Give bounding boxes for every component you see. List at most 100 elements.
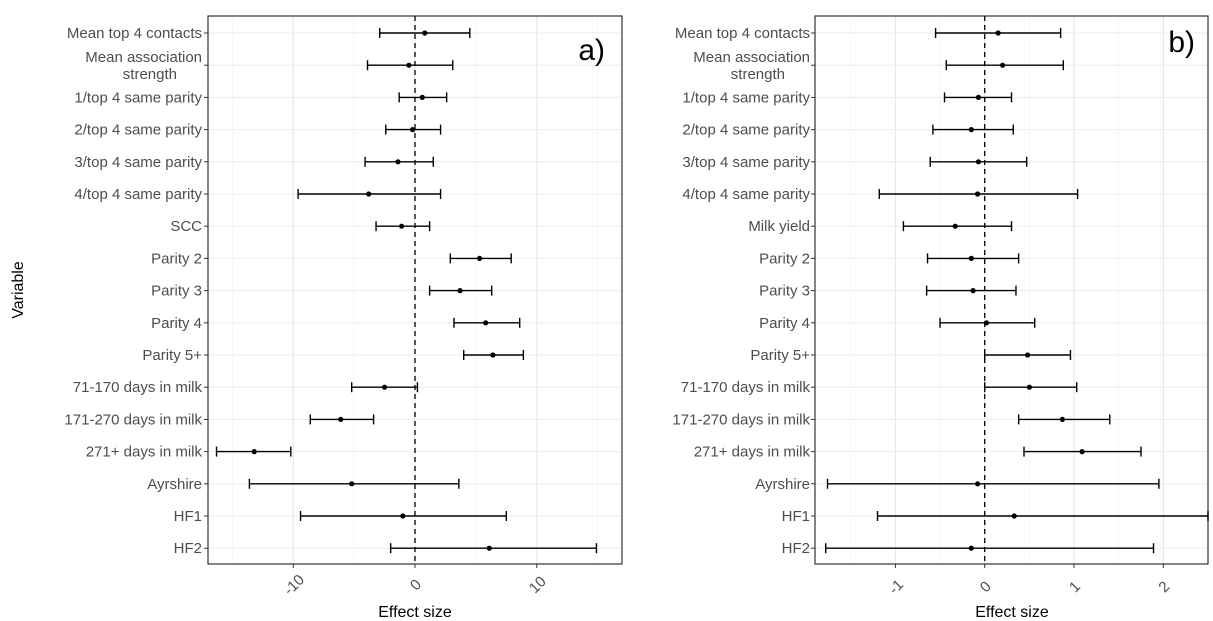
y-tick-label: 2/top 4 same parity — [74, 122, 202, 139]
x-axis-title: Effect size — [378, 604, 452, 621]
y-tick-label-line: Parity 2 — [151, 250, 202, 267]
x-tick-label: 1 — [1066, 578, 1084, 596]
panel-label: a) — [578, 34, 605, 67]
y-tick-label: 271+ days in milk — [694, 444, 811, 461]
y-tick-label-line: Parity 3 — [759, 283, 810, 300]
estimate-point — [422, 30, 428, 36]
y-axis-title: Variable — [10, 261, 27, 319]
estimate-point — [338, 416, 344, 422]
y-tick-label: Parity 4 — [759, 315, 810, 332]
y-tick-label-line: Parity 3 — [151, 283, 202, 300]
y-tick-label: 4/top 4 same parity — [682, 186, 810, 203]
y-tick-label: Mean association strength — [85, 49, 202, 83]
y-tick-label: Ayrshire — [755, 476, 810, 493]
y-tick-label-line: Parity 5+ — [750, 347, 810, 364]
estimate-point — [486, 545, 492, 551]
y-tick-label-line: 2/top 4 same parity — [682, 122, 810, 139]
y-tick-label-line: Parity 4 — [151, 315, 202, 332]
estimate-point — [975, 94, 982, 100]
y-tick-label: 71-170 days in milk — [73, 379, 203, 396]
y-tick-label: Parity 3 — [151, 283, 202, 300]
estimate-point — [399, 223, 405, 229]
y-tick-label-line: Mean association — [693, 49, 810, 66]
x-tick-label: 2 — [1155, 578, 1173, 596]
y-tick-label: HF1 — [782, 508, 810, 525]
x-tick-label: -10 — [281, 571, 308, 598]
estimate-point — [1079, 449, 1085, 455]
estimate-point — [974, 481, 981, 487]
y-tick-label-line: 4/top 4 same parity — [682, 186, 810, 203]
estimate-point — [419, 94, 425, 100]
y-tick-label-line: Parity 4 — [759, 315, 810, 332]
y-tick-label: SCC — [170, 218, 202, 235]
y-tick-label-line: Mean association — [85, 49, 202, 66]
y-tick-label-line: Parity 5+ — [142, 347, 202, 364]
estimate-point — [968, 127, 974, 133]
y-tick-label-line: 1/top 4 same parity — [682, 89, 810, 106]
estimate-point — [968, 255, 974, 261]
y-tick-label-line: 4/top 4 same parity — [74, 186, 202, 203]
y-tick-label-line: 171-270 days in milk — [672, 411, 810, 428]
y-tick-label: 1/top 4 same parity — [74, 89, 202, 106]
y-tick-label: 71-170 days in milk — [681, 379, 811, 396]
x-tick-label: 0 — [407, 576, 425, 594]
estimate-point — [1024, 352, 1031, 358]
y-tick-label-line: Mean top 4 contacts — [675, 25, 810, 42]
y-tick-label-line: HF1 — [782, 508, 810, 525]
y-tick-label: Ayrshire — [147, 476, 202, 493]
estimate-point — [974, 191, 981, 197]
y-tick-label: 2/top 4 same parity — [682, 122, 810, 139]
y-tick-label-line: HF2 — [782, 540, 810, 557]
y-tick-label: Parity 5+ — [750, 347, 810, 364]
panel-border — [814, 15, 1209, 565]
estimate-point — [400, 513, 406, 519]
panel-b: Mean top 4 contacts Mean association stren… — [672, 15, 1209, 621]
y-tick-label-line: Ayrshire — [147, 476, 202, 493]
y-tick-label-line: 2/top 4 same parity — [74, 122, 202, 139]
x-tick-label: -1 — [886, 576, 907, 597]
estimate-point — [251, 449, 257, 455]
y-tick-label-line: HF2 — [174, 540, 202, 557]
estimate-point — [349, 481, 355, 487]
y-tick-label: Parity 2 — [151, 250, 202, 267]
y-tick-label: Mean association strength — [693, 49, 810, 83]
y-tick-label-line: 1/top 4 same parity — [74, 89, 202, 106]
y-tick-label: HF2 — [782, 540, 810, 557]
y-tick-label-line: strength — [731, 66, 785, 83]
y-tick-label: 171-270 days in milk — [64, 411, 202, 428]
y-tick-label-line: SCC — [170, 218, 202, 235]
estimate-point — [409, 127, 416, 133]
estimate-point — [406, 62, 412, 68]
panel-label: b) — [1168, 26, 1195, 59]
y-tick-label: Mean top 4 contacts — [67, 25, 202, 42]
y-tick-label-line: Ayrshire — [755, 476, 810, 493]
estimate-point — [483, 320, 489, 326]
x-tick-label: 0 — [977, 578, 995, 596]
estimate-point — [476, 255, 483, 261]
y-tick-label-line: Parity 2 — [759, 250, 810, 267]
estimate-point — [395, 159, 401, 165]
y-tick-label: 171-270 days in milk — [672, 411, 810, 428]
y-tick-label: HF1 — [174, 508, 202, 525]
y-tick-label: Parity 5+ — [142, 347, 202, 364]
y-tick-label: 4/top 4 same parity — [74, 186, 202, 203]
y-tick-label-line: 71-170 days in milk — [73, 379, 203, 396]
estimate-point — [490, 352, 496, 358]
y-tick-label: HF2 — [174, 540, 202, 557]
estimate-point — [983, 320, 990, 326]
y-tick-label: Parity 3 — [759, 283, 810, 300]
y-tick-label-line: HF1 — [174, 508, 202, 525]
y-tick-label: Milk yield — [748, 218, 810, 235]
estimate-point — [970, 288, 976, 294]
y-tick-label-line: Milk yield — [748, 218, 810, 235]
estimate-point — [1026, 384, 1032, 390]
y-tick-label-line: 271+ days in milk — [86, 444, 203, 461]
estimate-point — [999, 62, 1006, 68]
y-tick-label-line: 71-170 days in milk — [681, 379, 811, 396]
y-tick-label: 271+ days in milk — [86, 444, 203, 461]
estimate-point — [952, 223, 958, 229]
estimate-point — [457, 288, 463, 294]
panel-a: Mean top 4 contacts Mean association stren… — [64, 15, 623, 621]
y-tick-label: 3/top 4 same parity — [682, 154, 810, 171]
